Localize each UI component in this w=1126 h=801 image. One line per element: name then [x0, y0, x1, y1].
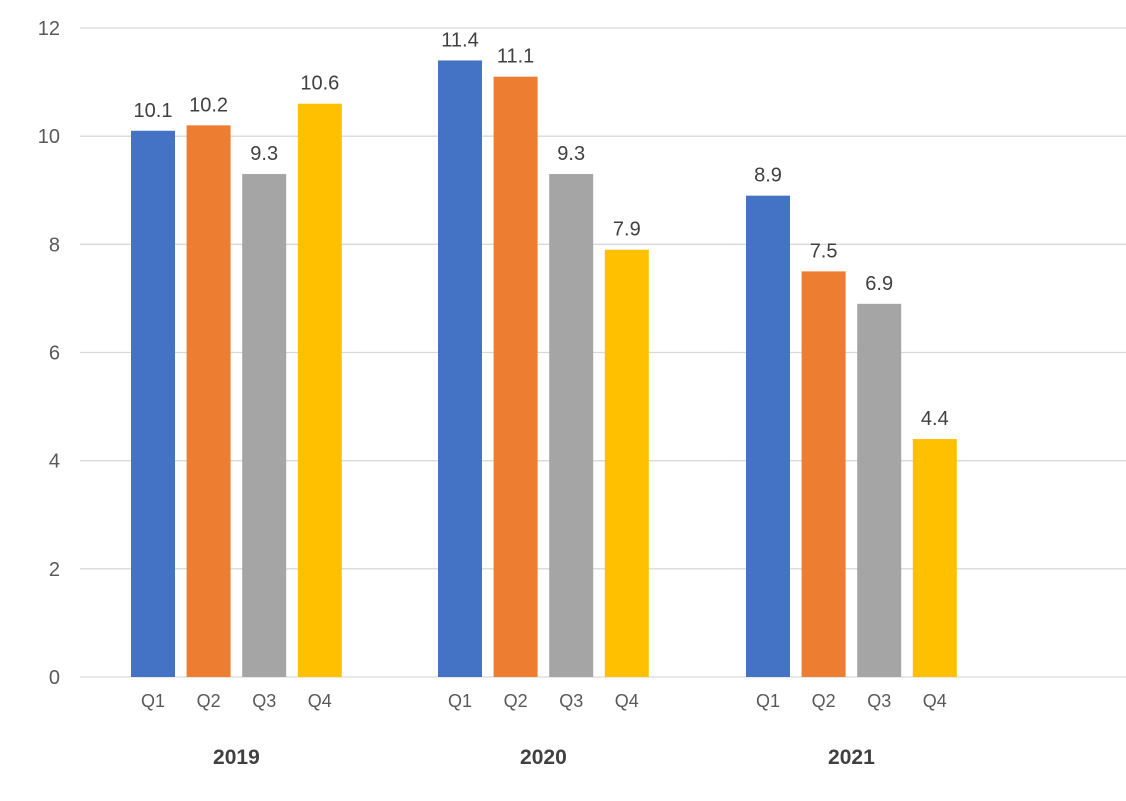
y-tick-label: 2	[49, 559, 60, 581]
y-tick-label: 12	[38, 18, 60, 40]
x-tick-label: Q4	[308, 691, 332, 711]
x-tick-label: Q2	[812, 691, 836, 711]
bar-2021-q3	[857, 303, 902, 677]
y-tick-label: 8	[49, 234, 60, 256]
data-labels: 10.1 10.2 9.3 10.6 11.4 11.1 9.3 7.9 8.9 7.5 6.9 4.…	[134, 29, 949, 430]
x-tick-label: Q1	[141, 691, 165, 711]
bar-2019-q1	[131, 130, 175, 678]
data-label: 11.4	[441, 29, 478, 51]
data-label: 6.9	[865, 273, 893, 295]
bar-2019-q3	[242, 174, 287, 677]
bars	[131, 60, 957, 678]
x-tick-label: Q2	[504, 691, 528, 711]
data-label: 10.1	[134, 100, 173, 122]
data-label: 7.9	[613, 219, 641, 241]
data-label: 9.3	[557, 143, 585, 165]
data-label: 4.4	[921, 408, 949, 430]
x-tick-label: Q2	[197, 691, 221, 711]
x-tick-label: Q1	[448, 691, 472, 711]
x-tick-label: Q4	[923, 691, 947, 711]
bar-2020-q1	[438, 60, 482, 677]
y-tick-label: 6	[49, 343, 60, 365]
bar-2020-q2	[493, 76, 538, 678]
x-group-label: 2020	[520, 746, 567, 769]
data-label: 9.3	[250, 143, 278, 165]
data-label: 8.9	[754, 165, 782, 187]
data-label: 11.1	[497, 46, 534, 68]
bar-2019-q2	[186, 125, 231, 678]
bar-2020-q3	[549, 174, 594, 677]
y-tick-label: 10	[38, 126, 60, 148]
x-tick-label: Q3	[559, 691, 583, 711]
y-axis-ticks: 0 2 4 6 8 10 12	[38, 18, 60, 689]
data-label: 10.2	[189, 94, 228, 116]
x-tick-label: Q3	[252, 691, 276, 711]
bar-2020-q4	[604, 249, 649, 677]
bar-2021-q1	[746, 195, 790, 678]
data-label: 7.5	[810, 240, 838, 262]
y-tick-label: 4	[49, 451, 60, 473]
x-tick-label: Q4	[615, 691, 639, 711]
x-tick-label: Q3	[867, 691, 891, 711]
y-tick-label: 0	[49, 667, 60, 689]
x-group-label: 2019	[213, 746, 260, 769]
x-axis-categories: Q1 Q2 Q3 Q4 2019 Q1 Q2 Q3 Q4 2020 Q1 Q2 Q3 Q4 2021	[141, 691, 947, 769]
bar-2019-q4	[297, 103, 342, 677]
x-tick-label: Q1	[756, 691, 780, 711]
x-group-label: 2021	[828, 746, 875, 769]
gridlines	[80, 27, 1126, 678]
bar-2021-q2	[801, 271, 846, 677]
bar-2021-q4	[912, 439, 957, 677]
data-label: 10.6	[300, 73, 339, 95]
